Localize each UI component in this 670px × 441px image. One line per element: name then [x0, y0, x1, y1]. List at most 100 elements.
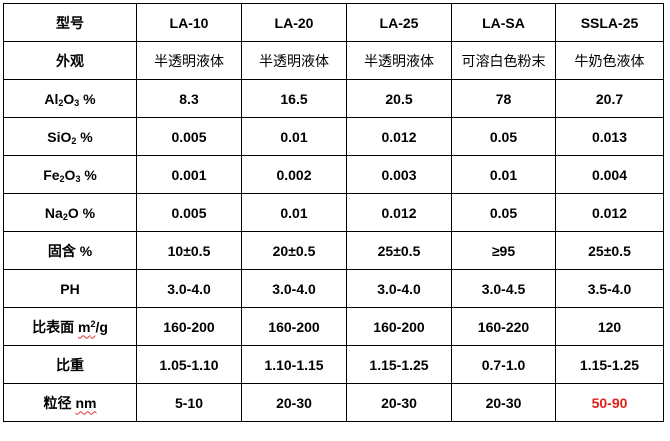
cell-al2o3-la-20: 16.5 [241, 79, 347, 118]
label-part: O [64, 166, 76, 183]
cell-fe2o3-la-sa: 0.01 [451, 155, 556, 194]
cell-sio2-la-25: 0.012 [346, 117, 452, 156]
label-part: m [77, 318, 91, 335]
cell-sio2-la-sa: 0.05 [451, 117, 556, 156]
label-part: 比表面 [32, 318, 78, 335]
row-appearance: 外观 半透明液体 半透明液体 半透明液体 可溶白色粉末 牛奶色液体 [3, 41, 664, 80]
cell-fe2o3-ssla-25: 0.004 [555, 155, 664, 194]
row-particle-size: 粒径 nm 5-10 20-30 20-30 20-30 50-90 [3, 383, 664, 422]
header-label-cell: 型号 [3, 3, 137, 42]
product-header-ssla-25: SSLA-25 [555, 3, 664, 42]
cell-al2o3-la-10: 8.3 [136, 79, 242, 118]
cell-appearance-la-20: 半透明液体 [241, 41, 347, 80]
label-part: /g [95, 318, 108, 335]
label-subscript: 3 [75, 173, 81, 184]
cell-surface-area-la-25: 160-200 [346, 307, 452, 346]
label-part: Na [44, 204, 63, 221]
cell-surface-area-ssla-25: 120 [555, 307, 664, 346]
row-label-al2o3: Al2O3 % [3, 79, 137, 118]
label-part: Fe [43, 166, 60, 183]
cell-surface-area-la-10: 160-200 [136, 307, 242, 346]
cell-specific-gravity-la-10: 1.05-1.10 [136, 345, 242, 384]
row-label-fe2o3: Fe2O3 % [3, 155, 137, 194]
label-part: % [80, 166, 97, 183]
label-unit: m2 [78, 319, 95, 335]
cell-particle-size-la-sa: 20-30 [451, 383, 556, 422]
cell-sio2-la-20: 0.01 [241, 117, 347, 156]
label-unit: nm [75, 394, 97, 411]
product-header-la-10: LA-10 [136, 3, 242, 42]
row-ph: PH 3.0-4.0 3.0-4.0 3.0-4.0 3.0-4.5 3.5-4… [3, 269, 664, 308]
row-al2o3: Al2O3 % 8.3 16.5 20.5 78 20.7 [3, 79, 664, 118]
cell-particle-size-la-10: 5-10 [136, 383, 242, 422]
cell-sio2-la-10: 0.005 [136, 117, 242, 156]
row-label-ph: PH [3, 269, 137, 308]
row-na2o: Na2O % 0.005 0.01 0.012 0.05 0.012 [3, 193, 664, 232]
product-spec-table: 型号 LA-10 LA-20 LA-25 LA-SA SSLA-25 外观 半透… [3, 3, 664, 422]
label-part: % [76, 128, 93, 145]
row-specific-gravity: 比重 1.05-1.10 1.10-1.15 1.15-1.25 0.7-1.0… [3, 345, 664, 384]
row-label-appearance: 外观 [3, 41, 137, 80]
cell-na2o-ssla-25: 0.012 [555, 193, 664, 232]
label-superscript: 2 [90, 318, 96, 329]
cell-solid-content-la-sa: ≥95 [451, 231, 556, 270]
label-subscript: 2 [71, 135, 77, 146]
row-label-surface-area: 比表面 m2/g [3, 307, 137, 346]
row-label-sio2: SiO2 % [3, 117, 137, 156]
cell-na2o-la-20: 0.01 [241, 193, 347, 232]
cell-fe2o3-la-25: 0.003 [346, 155, 452, 194]
cell-ph-ssla-25: 3.5-4.0 [555, 269, 664, 308]
cell-al2o3-ssla-25: 20.7 [555, 79, 664, 118]
cell-particle-size-la-25: 20-30 [346, 383, 452, 422]
cell-sio2-ssla-25: 0.013 [555, 117, 664, 156]
label-part: % [79, 90, 96, 107]
label-subscript: 2 [58, 97, 64, 108]
cell-ph-la-sa: 3.0-4.5 [451, 269, 556, 308]
cell-ph-la-20: 3.0-4.0 [241, 269, 347, 308]
row-label-na2o: Na2O % [3, 193, 137, 232]
product-header-la-25: LA-25 [346, 3, 452, 42]
row-solid-content: 固含 % 10±0.5 20±0.5 25±0.5 ≥95 25±0.5 [3, 231, 664, 270]
cell-appearance-la-25: 半透明液体 [346, 41, 452, 80]
label-subscript: 2 [62, 211, 68, 222]
label-part: SiO [47, 128, 72, 145]
cell-particle-size-la-20: 20-30 [241, 383, 347, 422]
cell-fe2o3-la-10: 0.001 [136, 155, 242, 194]
label-part: Al [44, 90, 59, 107]
cell-surface-area-la-sa: 160-220 [451, 307, 556, 346]
cell-particle-size-ssla-25: 50-90 [555, 383, 664, 422]
product-header-la-sa: LA-SA [451, 3, 556, 42]
label-part: 粒径 [43, 394, 76, 411]
cell-specific-gravity-ssla-25: 1.15-1.25 [555, 345, 664, 384]
cell-fe2o3-la-20: 0.002 [241, 155, 347, 194]
header-row: 型号 LA-10 LA-20 LA-25 LA-SA SSLA-25 [3, 3, 664, 42]
label-subscript: 3 [74, 97, 80, 108]
cell-solid-content-la-25: 25±0.5 [346, 231, 452, 270]
cell-appearance-la-sa: 可溶白色粉末 [451, 41, 556, 80]
cell-ph-la-25: 3.0-4.0 [346, 269, 452, 308]
cell-appearance-la-10: 半透明液体 [136, 41, 242, 80]
label-part: O [63, 90, 75, 107]
cell-al2o3-la-sa: 78 [451, 79, 556, 118]
label-part: O % [67, 204, 96, 221]
cell-specific-gravity-la-sa: 0.7-1.0 [451, 345, 556, 384]
cell-surface-area-la-20: 160-200 [241, 307, 347, 346]
label-subscript: 2 [59, 173, 65, 184]
row-label-specific-gravity: 比重 [3, 345, 137, 384]
cell-solid-content-ssla-25: 25±0.5 [555, 231, 664, 270]
row-fe2o3: Fe2O3 % 0.001 0.002 0.003 0.01 0.004 [3, 155, 664, 194]
row-sio2: SiO2 % 0.005 0.01 0.012 0.05 0.013 [3, 117, 664, 156]
cell-al2o3-la-25: 20.5 [346, 79, 452, 118]
cell-solid-content-la-10: 10±0.5 [136, 231, 242, 270]
cell-specific-gravity-la-20: 1.10-1.15 [241, 345, 347, 384]
cell-na2o-la-25: 0.012 [346, 193, 452, 232]
cell-appearance-ssla-25: 牛奶色液体 [555, 41, 664, 80]
row-label-particle-size: 粒径 nm [3, 383, 137, 422]
row-surface-area: 比表面 m2/g 160-200 160-200 160-200 160-220… [3, 307, 664, 346]
cell-specific-gravity-la-25: 1.15-1.25 [346, 345, 452, 384]
cell-na2o-la-sa: 0.05 [451, 193, 556, 232]
row-label-solid-content: 固含 % [3, 231, 137, 270]
product-header-la-20: LA-20 [241, 3, 347, 42]
cell-na2o-la-10: 0.005 [136, 193, 242, 232]
cell-ph-la-10: 3.0-4.0 [136, 269, 242, 308]
